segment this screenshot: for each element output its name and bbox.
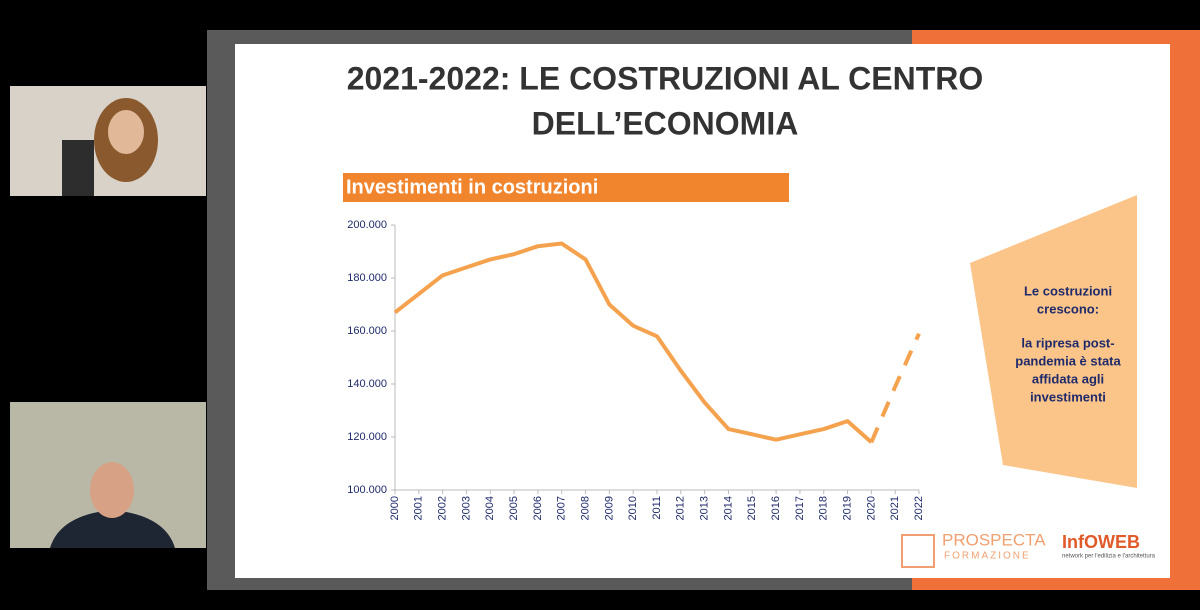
x-tick-label: 2012 (675, 496, 687, 520)
callout-line: affidata agli (1032, 371, 1104, 386)
x-tick-label: 2015 (746, 496, 758, 520)
webcam-person-body (50, 510, 175, 548)
banner (343, 173, 789, 202)
x-tick-label: 2022 (913, 496, 925, 520)
x-tick-label: 2008 (579, 496, 591, 520)
logo-text: network per l'edilizia e l'architettura (1062, 554, 1156, 560)
logo-text: FORMAZIONE (944, 551, 1031, 562)
x-tick-label: 2002 (437, 496, 449, 520)
logo-icon (901, 534, 935, 568)
webcam-chair (62, 140, 94, 196)
banner-text: Investimenti in costruzioni (346, 176, 598, 198)
callout-line: investimenti (1030, 389, 1106, 404)
callout: Le costruzioni crescono: la ripresa post-p… (1015, 283, 1121, 404)
logo-text: InfOWEB (1062, 532, 1140, 552)
x-tick-label: 2005 (508, 496, 520, 520)
x-tick-label: 2011 (651, 496, 663, 520)
x-tick-label: 2013 (699, 496, 711, 520)
y-tick-label: 160.000 (347, 325, 387, 337)
x-tick-label: 2004 (484, 496, 496, 520)
x-tick-label: 2003 (460, 496, 472, 520)
x-tick-label: 2007 (556, 496, 568, 520)
line-series (869, 332, 921, 444)
logo-text: PROSPECTA (942, 530, 1046, 549)
y-tick-label: 200.000 (347, 219, 387, 231)
line-series (393, 241, 873, 444)
webcam-person-face (108, 110, 144, 154)
y-tick-label: 100.000 (347, 484, 387, 496)
x-tick-label: 2018 (818, 496, 830, 520)
callout-line: crescono: (1037, 301, 1099, 316)
callout-line: la ripresa post- (1021, 335, 1114, 350)
x-tick-label: 2010 (627, 496, 639, 520)
chart: 100.000 120.000 140.000 160.000 180.000 200.0… (347, 219, 925, 521)
x-tick-label: 2019 (841, 496, 853, 520)
x-tick-label: 2021 (889, 496, 901, 520)
callout-line: pandemia è stata (1015, 353, 1121, 368)
y-tick-label: 180.000 (347, 272, 387, 284)
slide-title: DELL’ECONOMIA (532, 105, 799, 141)
y-tick-label: 120.000 (347, 431, 387, 443)
x-tick-label: 2000 (389, 496, 401, 520)
y-tick-label: 140.000 (347, 378, 387, 390)
x-tick-label: 2017 (794, 496, 806, 520)
callout-line: Le costruzioni (1024, 283, 1112, 298)
x-tick-label: 2009 (603, 496, 615, 520)
x-tick-label: 2001 (413, 496, 425, 520)
x-tick-label: 2020 (865, 496, 877, 520)
x-tick-label: 2016 (770, 496, 782, 520)
x-tick-label: 2014 (722, 496, 734, 520)
slide-title: 2021-2022: LE COSTRUZIONI AL CENTRO (347, 60, 984, 96)
x-tick-label: 2006 (532, 496, 544, 520)
callout-shape (970, 195, 1137, 488)
webcam-person-face (90, 462, 134, 518)
